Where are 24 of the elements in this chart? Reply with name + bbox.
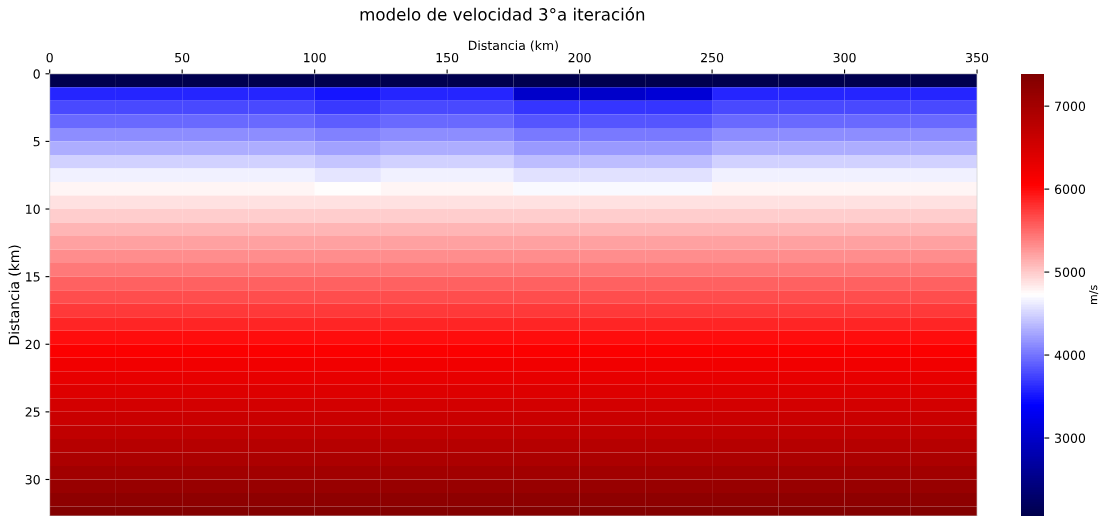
y-axis-title: Distancia (km) <box>8 245 21 345</box>
x-tick-label: 150 <box>436 52 459 63</box>
x-tick-label: 350 <box>966 52 989 63</box>
color-bar-label: 5000 <box>1055 267 1086 277</box>
x-tick-label: 250 <box>701 52 724 63</box>
y-tick-label: 0 <box>33 69 40 79</box>
color-bar-label: 3000 <box>1055 433 1086 443</box>
y-tick-label: 15 <box>26 272 40 282</box>
x-tick-label: 300 <box>833 52 856 63</box>
chart-title: modelo de velocidad 3°a iteración <box>360 7 645 21</box>
y-tick-label: 10 <box>26 204 40 214</box>
x-tick-label: 100 <box>304 52 326 63</box>
color-bar-title: m/s <box>1089 285 1099 305</box>
x-tick-label: 50 <box>175 52 190 63</box>
y-tick-label: 20 <box>25 339 40 350</box>
x-tick-label: 0 <box>46 52 53 63</box>
y-tick-label: 5 <box>33 137 40 147</box>
y-tick-label: 30 <box>25 474 40 485</box>
x-axis-title: Distancia (km) <box>468 40 558 52</box>
color-bar-label: 6000 <box>1054 184 1086 195</box>
y-tick-label: 25 <box>25 407 40 417</box>
color-bar-label: 4000 <box>1054 350 1086 360</box>
x-tick-label: 200 <box>568 52 591 63</box>
color-bar-label: 7000 <box>1055 101 1086 112</box>
